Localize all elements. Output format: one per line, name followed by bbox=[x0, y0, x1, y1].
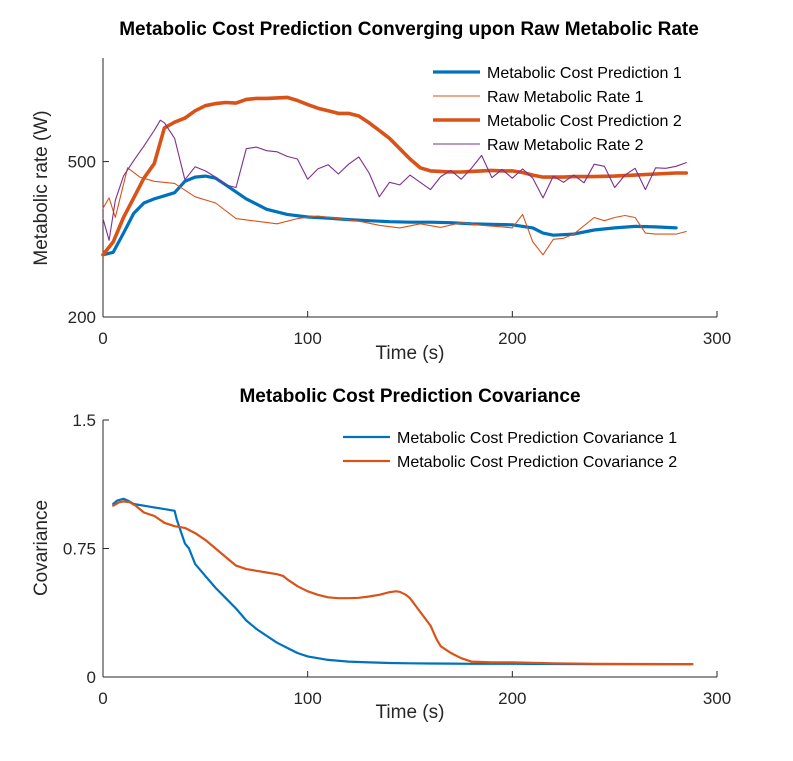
series-line-1 bbox=[101, 174, 678, 257]
x-axis-label: Time (s) bbox=[376, 702, 445, 723]
chart-title: Metabolic Cost Prediction Covariance bbox=[239, 386, 580, 407]
plot-area bbox=[102, 58, 717, 318]
y-tick-label: 500 bbox=[68, 153, 96, 172]
series-line-2 bbox=[112, 500, 694, 666]
x-tick-label: 200 bbox=[498, 329, 526, 348]
tick-labels: 0 100 200 300 0 0.75 1.5 bbox=[63, 411, 731, 708]
y-tick-label: 0 bbox=[87, 668, 96, 687]
legend-label: Raw Metabolic Rate 2 bbox=[487, 137, 644, 154]
series-lines bbox=[101, 95, 689, 257]
legend: Metabolic Cost Prediction 1 Raw Metabolic… bbox=[433, 65, 682, 154]
y-axis-label: Covariance bbox=[31, 500, 52, 596]
legend-label: Metabolic Cost Prediction Covariance 2 bbox=[397, 454, 677, 471]
legend-label: Metabolic Cost Prediction Covariance 1 bbox=[397, 430, 677, 447]
x-axis-label: Time (s) bbox=[376, 343, 445, 364]
y-axis-label: Metabolic rate (W) bbox=[31, 110, 52, 265]
tick-labels: 0 100 200 300 200 500 bbox=[68, 153, 732, 348]
series-line-1 bbox=[112, 497, 694, 666]
x-tick-label: 300 bbox=[703, 329, 731, 348]
series-line-2 bbox=[102, 167, 687, 256]
series-line-4 bbox=[102, 119, 687, 241]
legend-label: Metabolic Cost Prediction 1 bbox=[487, 65, 682, 82]
chart-title: Metabolic Cost Prediction Converging upo… bbox=[119, 19, 699, 40]
legend: Metabolic Cost Prediction Covariance 1 Me… bbox=[343, 430, 677, 471]
x-tick-label: 100 bbox=[293, 329, 321, 348]
legend-label: Raw Metabolic Rate 1 bbox=[487, 89, 644, 106]
chart-covariance: Metabolic Cost Prediction Covariance Tim… bbox=[31, 386, 731, 723]
x-tick-label: 200 bbox=[498, 689, 526, 708]
x-tick-label: 0 bbox=[98, 329, 107, 348]
series-lines bbox=[112, 497, 694, 666]
y-tick-label: 200 bbox=[68, 308, 96, 327]
y-tick-label: 1.5 bbox=[72, 411, 96, 430]
chart-metabolic-rate: Metabolic Cost Prediction Converging upo… bbox=[31, 19, 731, 364]
x-tick-label: 0 bbox=[98, 689, 107, 708]
x-tick-label: 300 bbox=[703, 689, 731, 708]
x-tick-label: 100 bbox=[293, 689, 321, 708]
y-tick-label: 0.75 bbox=[63, 540, 96, 559]
legend-label: Metabolic Cost Prediction 2 bbox=[487, 113, 682, 130]
series-line-3 bbox=[101, 95, 689, 257]
